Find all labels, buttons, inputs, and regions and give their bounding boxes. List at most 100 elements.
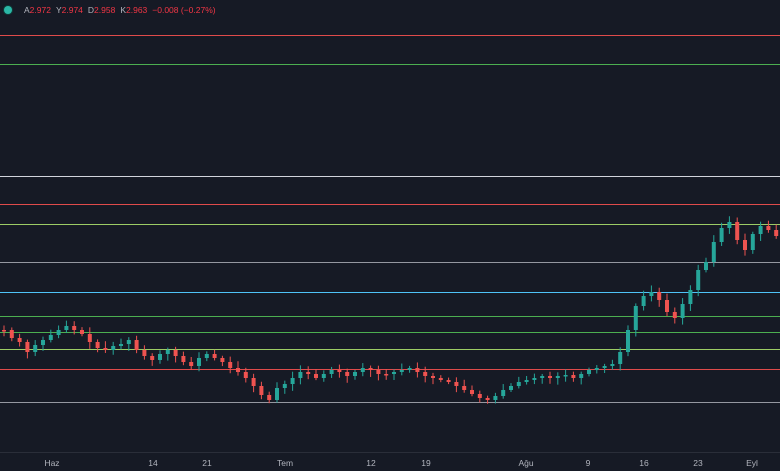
candle-body — [454, 382, 459, 386]
candle-body — [688, 290, 693, 304]
high-key: Y — [55, 5, 62, 15]
candle-body — [672, 312, 677, 318]
candle-body — [368, 368, 373, 370]
candle-body — [626, 330, 630, 352]
candle-body — [696, 270, 701, 290]
candle-body — [446, 380, 451, 382]
candle-body — [345, 372, 350, 376]
candle-body — [259, 386, 264, 395]
candle-body — [220, 358, 225, 362]
candle-body — [532, 378, 537, 380]
candle-body — [774, 230, 779, 236]
time-axis-label: 16 — [639, 458, 649, 468]
candle-body — [470, 390, 474, 394]
candle-body — [407, 368, 412, 370]
candle-body — [399, 370, 404, 372]
candle-body — [477, 394, 482, 398]
time-axis-label: Ağu — [518, 458, 534, 468]
candle-body — [72, 326, 77, 330]
candle-body — [158, 354, 162, 360]
candle-body — [711, 242, 716, 262]
time-axis-label: 12 — [366, 458, 376, 468]
low-value: 2.958 — [94, 5, 116, 15]
candle-body — [142, 350, 147, 356]
candle-body — [134, 340, 139, 350]
candle-body — [657, 292, 662, 300]
open-value: 2.972 — [29, 5, 51, 15]
time-axis-label: Tem — [276, 458, 294, 468]
candle-body — [119, 344, 123, 346]
candle-body — [485, 398, 490, 400]
candle-body — [228, 362, 233, 368]
candle-body — [579, 374, 584, 378]
candle-body — [571, 375, 576, 378]
candle-body — [633, 306, 638, 330]
candle-body — [758, 226, 763, 234]
close-key: K — [120, 5, 126, 15]
candle-body — [243, 372, 248, 378]
candle-body — [376, 370, 381, 374]
candle-body — [727, 222, 732, 228]
candle-body — [298, 372, 303, 378]
candle-body — [111, 346, 116, 350]
candle-body — [610, 364, 615, 366]
candle-body — [212, 354, 217, 358]
candle-body — [95, 342, 100, 348]
candle-body — [103, 348, 108, 350]
open-key: A — [24, 5, 30, 15]
candle-body — [181, 356, 186, 362]
time-axis-label: 14 — [148, 458, 158, 468]
candle-body — [641, 296, 646, 306]
candle-body — [594, 368, 599, 370]
candle-body — [516, 382, 521, 386]
candle-body — [392, 372, 396, 374]
candle-body — [48, 335, 53, 340]
candle-body — [275, 388, 279, 400]
high-price: Y 2.974 — [56, 5, 83, 15]
candle-body — [189, 362, 194, 366]
high-value: 2.974 — [61, 5, 83, 15]
candle-body — [431, 376, 435, 378]
candle-body — [540, 376, 545, 378]
candle-body — [750, 234, 755, 250]
candle-body — [493, 396, 498, 400]
price-change: −0.008 (−0.27%) — [152, 5, 216, 15]
candle-body — [165, 350, 170, 354]
candle-body — [2, 330, 6, 332]
candle-body — [649, 292, 654, 296]
candle-body — [306, 372, 311, 374]
time-axis-label: 23 — [693, 458, 703, 468]
time-axis-label: 19 — [421, 458, 431, 468]
candle-body — [602, 366, 607, 368]
candle-body — [321, 374, 326, 378]
candle-body — [704, 262, 708, 270]
close-value: 2.963 — [126, 5, 148, 15]
candle-body — [548, 376, 552, 378]
candle-body — [563, 375, 568, 377]
candle-body — [282, 384, 287, 388]
candle-body — [337, 370, 342, 372]
candle-body — [415, 368, 420, 372]
low-key: D — [87, 5, 95, 15]
ohlc-legend: A 2.972 Y 2.974 D 2.958 K 2.963 −0.008 (−0.2… — [0, 3, 216, 17]
candle-body — [353, 372, 357, 376]
candle-body — [150, 356, 155, 360]
candle-body — [290, 378, 295, 384]
candle-body — [87, 334, 92, 342]
price-chart[interactable] — [0, 0, 780, 452]
candle-body — [64, 326, 69, 330]
time-axis[interactable]: Haz 14 21 Tem 12 19 Ağu 9 16 23 Eyl — [0, 452, 780, 471]
candle-body — [462, 386, 467, 390]
candle-body — [501, 390, 506, 396]
candle-body — [743, 240, 747, 250]
candle-body — [680, 304, 685, 318]
open-price: A 2.972 — [24, 5, 51, 15]
candle-body — [204, 354, 209, 358]
candle-body — [17, 338, 22, 342]
market-status-icon[interactable] — [4, 6, 12, 14]
candle-body — [56, 330, 61, 335]
candle-body — [173, 350, 178, 356]
candle-body — [360, 368, 365, 372]
candle-body — [509, 386, 513, 390]
